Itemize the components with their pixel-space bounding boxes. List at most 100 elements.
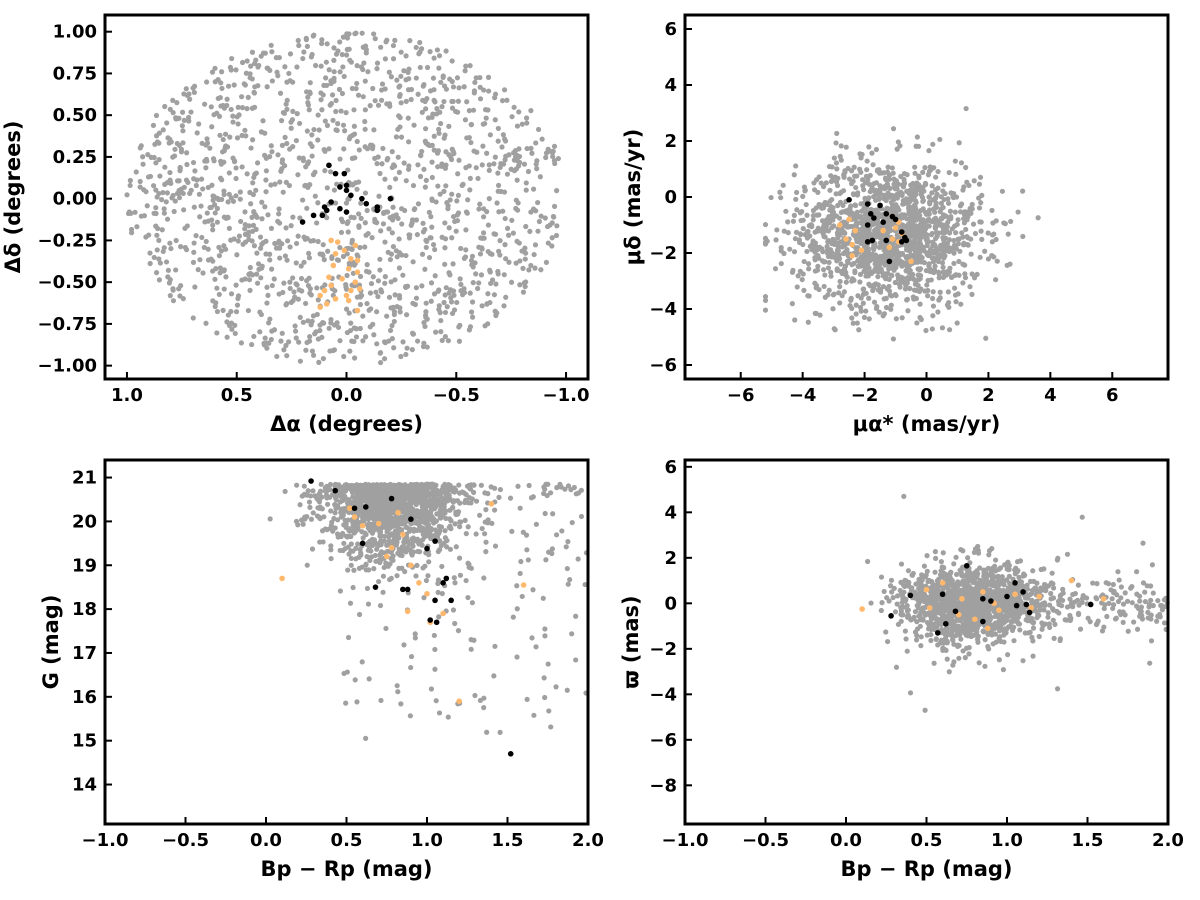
field-star-point <box>382 56 388 62</box>
field-star-point <box>455 628 462 634</box>
field-star-point <box>929 218 935 225</box>
field-star-point <box>313 329 319 335</box>
field-star-point <box>276 238 282 244</box>
field-star-point <box>935 185 941 191</box>
field-star-point <box>333 108 339 115</box>
field-star-point <box>907 690 914 696</box>
field-star-point <box>463 577 469 584</box>
x-tick-label: −0.5 <box>433 385 480 406</box>
field-star-point <box>414 338 421 344</box>
field-star-point <box>350 484 356 490</box>
field-star-point <box>145 151 151 158</box>
field-star-point <box>938 223 945 229</box>
field-star-point <box>1109 596 1115 602</box>
field-star-point <box>858 261 864 267</box>
field-star-point <box>333 97 339 104</box>
field-star-point <box>413 573 419 579</box>
field-star-point <box>907 285 913 292</box>
orange-group-point <box>328 282 334 289</box>
field-star-point <box>256 266 262 272</box>
field-star-point <box>314 285 320 291</box>
field-star-point <box>912 170 918 176</box>
field-star-point <box>789 301 795 307</box>
field-star-point <box>254 280 261 286</box>
field-star-point <box>553 684 559 690</box>
field-star-point <box>441 299 447 306</box>
field-star-point <box>900 225 906 231</box>
field-star-point <box>181 91 187 97</box>
field-star-point <box>433 111 440 117</box>
field-star-point <box>179 123 185 129</box>
field-star-point <box>916 250 923 256</box>
black-group-point <box>886 258 893 265</box>
field-star-point <box>918 643 924 649</box>
field-star-point <box>791 249 798 255</box>
field-star-point <box>394 77 400 83</box>
field-star-point <box>258 53 264 59</box>
field-star-point <box>251 243 258 249</box>
field-star-point <box>293 260 299 266</box>
field-star-point <box>866 181 873 187</box>
field-star-point <box>372 98 378 104</box>
field-star-point <box>420 220 426 226</box>
field-star-point <box>338 108 344 114</box>
field-star-point <box>381 564 387 571</box>
field-star-point <box>374 160 380 167</box>
field-star-point <box>552 160 558 167</box>
black-group-point <box>388 495 395 502</box>
field-star-point <box>879 269 885 275</box>
field-star-point <box>283 342 289 349</box>
field-star-point <box>842 242 848 248</box>
field-star-point <box>226 191 232 197</box>
field-star-point <box>828 269 834 275</box>
field-star-point <box>469 299 476 305</box>
field-star-point <box>564 687 570 693</box>
field-star-point <box>254 160 261 166</box>
field-star-point <box>479 525 485 532</box>
field-star-point <box>543 557 549 563</box>
field-star-point <box>966 182 972 189</box>
field-star-point <box>457 276 463 282</box>
field-star-point <box>359 292 365 299</box>
field-star-point <box>413 44 419 51</box>
field-star-point <box>223 274 229 280</box>
field-star-point <box>324 41 330 47</box>
field-star-point <box>395 482 401 488</box>
field-star-point <box>412 482 418 488</box>
field-star-point <box>371 332 377 338</box>
field-star-point <box>844 247 850 254</box>
field-star-point <box>322 168 328 174</box>
field-star-point <box>837 284 843 290</box>
field-star-point <box>978 219 984 225</box>
field-star-point <box>276 54 282 61</box>
field-star-point <box>188 187 194 193</box>
field-star-point <box>467 175 473 181</box>
field-star-point <box>974 271 980 277</box>
orange-group-point <box>852 227 859 234</box>
field-star-point <box>406 235 413 241</box>
field-star-point <box>297 358 303 364</box>
orange-group-point <box>846 216 852 223</box>
field-star-point <box>308 516 315 522</box>
field-star-point <box>284 353 290 359</box>
field-star-point <box>153 205 159 211</box>
field-star-point <box>214 219 221 225</box>
field-star-point <box>225 215 231 221</box>
field-star-point <box>151 210 157 216</box>
field-star-point <box>304 128 310 134</box>
field-star-point <box>173 267 179 273</box>
y-tick-label: 21 <box>72 468 97 489</box>
field-star-point <box>899 212 905 218</box>
field-star-point <box>494 200 500 206</box>
field-star-point <box>908 217 914 223</box>
field-star-point <box>337 338 343 344</box>
field-star-point <box>928 637 934 644</box>
field-star-point <box>523 532 530 538</box>
field-star-point <box>982 248 988 254</box>
field-star-point <box>553 532 560 538</box>
black-group-point <box>387 195 394 202</box>
orange-group-point <box>520 582 527 588</box>
field-star-point <box>439 563 445 570</box>
field-star-point <box>208 104 214 110</box>
field-star-point <box>363 268 370 274</box>
